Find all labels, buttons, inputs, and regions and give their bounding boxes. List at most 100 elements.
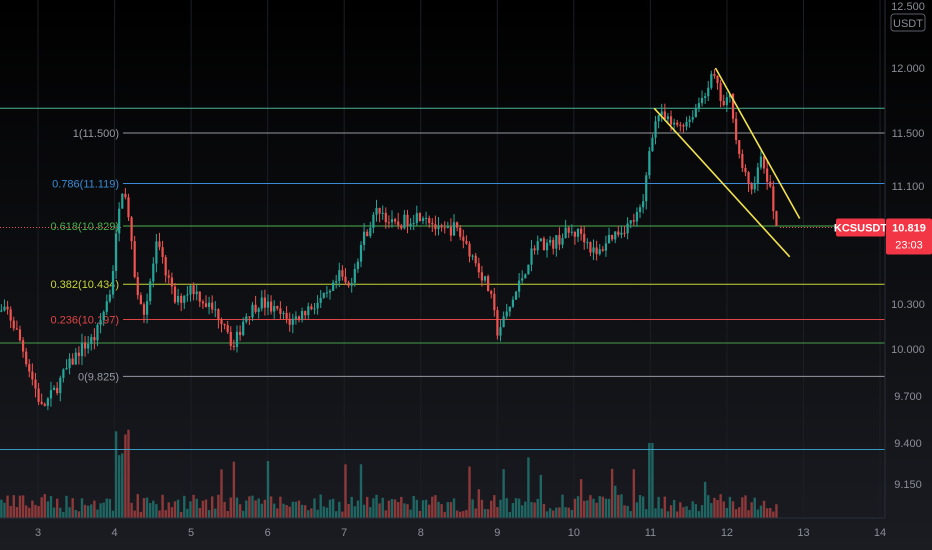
volume-bar (688, 510, 691, 518)
candle (18, 325, 22, 342)
candle-body (394, 219, 397, 222)
fib-label-5: 0(9.825) (78, 371, 119, 383)
volume-bar (409, 509, 412, 518)
volume-bar (542, 503, 546, 518)
volume-bar (300, 504, 304, 518)
volume-bar (127, 429, 130, 518)
volume-bar (769, 508, 772, 518)
volume-bar (750, 502, 753, 518)
volume-bar (592, 498, 595, 518)
candle (589, 241, 592, 257)
volume-bar (685, 506, 688, 518)
candle-body (710, 73, 713, 88)
candle-body (3, 306, 6, 311)
candle-body (390, 219, 394, 223)
price-tick-10.000: 10.000 (891, 344, 925, 356)
candle-body (214, 309, 217, 311)
candle-body (263, 297, 266, 308)
candle-body (192, 285, 195, 295)
candle (313, 302, 316, 315)
candle (285, 306, 288, 324)
candle-body (325, 292, 328, 294)
candle (756, 162, 759, 192)
candle (158, 232, 161, 251)
candle (180, 293, 183, 312)
volume-bar (576, 496, 580, 518)
candle-body (80, 342, 84, 357)
candle-body (18, 329, 22, 341)
candle-body (276, 306, 279, 309)
time-tick-10: 10 (568, 527, 580, 539)
candle (15, 320, 18, 331)
price-axis[interactable]: USDT 12.500 12.000 11.500 11.100 10.300 10.00… (884, 0, 926, 518)
candle-body (666, 116, 670, 120)
candle (716, 75, 719, 90)
candle-body (595, 247, 598, 255)
volume-bar (521, 505, 524, 518)
currency-badge[interactable] (890, 13, 926, 32)
candle-body (685, 121, 688, 127)
candle (775, 210, 778, 227)
candle-body (468, 243, 471, 257)
candle-body (238, 331, 242, 336)
volume-bars (0, 429, 778, 518)
volume-bar (552, 510, 555, 518)
volume-bar (350, 496, 353, 518)
volume-bar (378, 503, 381, 518)
volume-bar (288, 506, 291, 518)
time-axis[interactable]: 3 4 5 6 7 8 9 10 11 12 13 14 (0, 517, 886, 539)
volume-bar (114, 431, 118, 518)
candle-body (83, 342, 87, 349)
volume-bar (449, 502, 453, 518)
candle-body (561, 238, 564, 245)
candle-body (167, 275, 170, 278)
volume-bar (443, 511, 446, 518)
volume-bar (480, 499, 484, 518)
candle-body (530, 248, 533, 265)
candle-body (654, 121, 657, 138)
volume-bar (629, 511, 632, 518)
candle (319, 290, 322, 309)
candle-body (533, 248, 536, 251)
candle (437, 217, 440, 236)
volume-bar (601, 496, 605, 518)
volume-bar (486, 509, 490, 518)
candle (598, 244, 601, 256)
volume-bar (319, 494, 322, 518)
candle-body (108, 294, 111, 302)
candle (626, 217, 629, 240)
candle (772, 180, 775, 220)
volume-bar (775, 504, 778, 518)
volume-bar (217, 494, 220, 518)
candle (508, 306, 511, 317)
candle (443, 221, 446, 234)
candle-body (483, 276, 487, 281)
volume-bar (474, 508, 477, 518)
volume-bar (279, 496, 282, 518)
candle-body (71, 358, 74, 365)
volume-bar (731, 501, 735, 518)
volume-bar (483, 509, 487, 518)
symbol-tag (836, 218, 885, 237)
candle-body (576, 228, 580, 237)
volume-bar (192, 494, 195, 518)
candle-body (347, 282, 350, 286)
candle (573, 231, 577, 245)
volume-bar (108, 498, 112, 518)
candle-body (319, 297, 322, 303)
candle (322, 292, 325, 299)
trendlines[interactable] (653, 67, 801, 258)
candle-body (254, 304, 257, 312)
candle (369, 221, 372, 239)
candle-body (750, 183, 753, 190)
candle-body (229, 331, 232, 346)
candle (400, 223, 403, 230)
candle-body (145, 301, 149, 315)
candle-body (359, 244, 363, 262)
candle-body (490, 291, 493, 294)
volume-bar (124, 434, 127, 518)
volume-bar (167, 502, 170, 518)
candle-body (235, 331, 239, 347)
candle (697, 97, 701, 113)
